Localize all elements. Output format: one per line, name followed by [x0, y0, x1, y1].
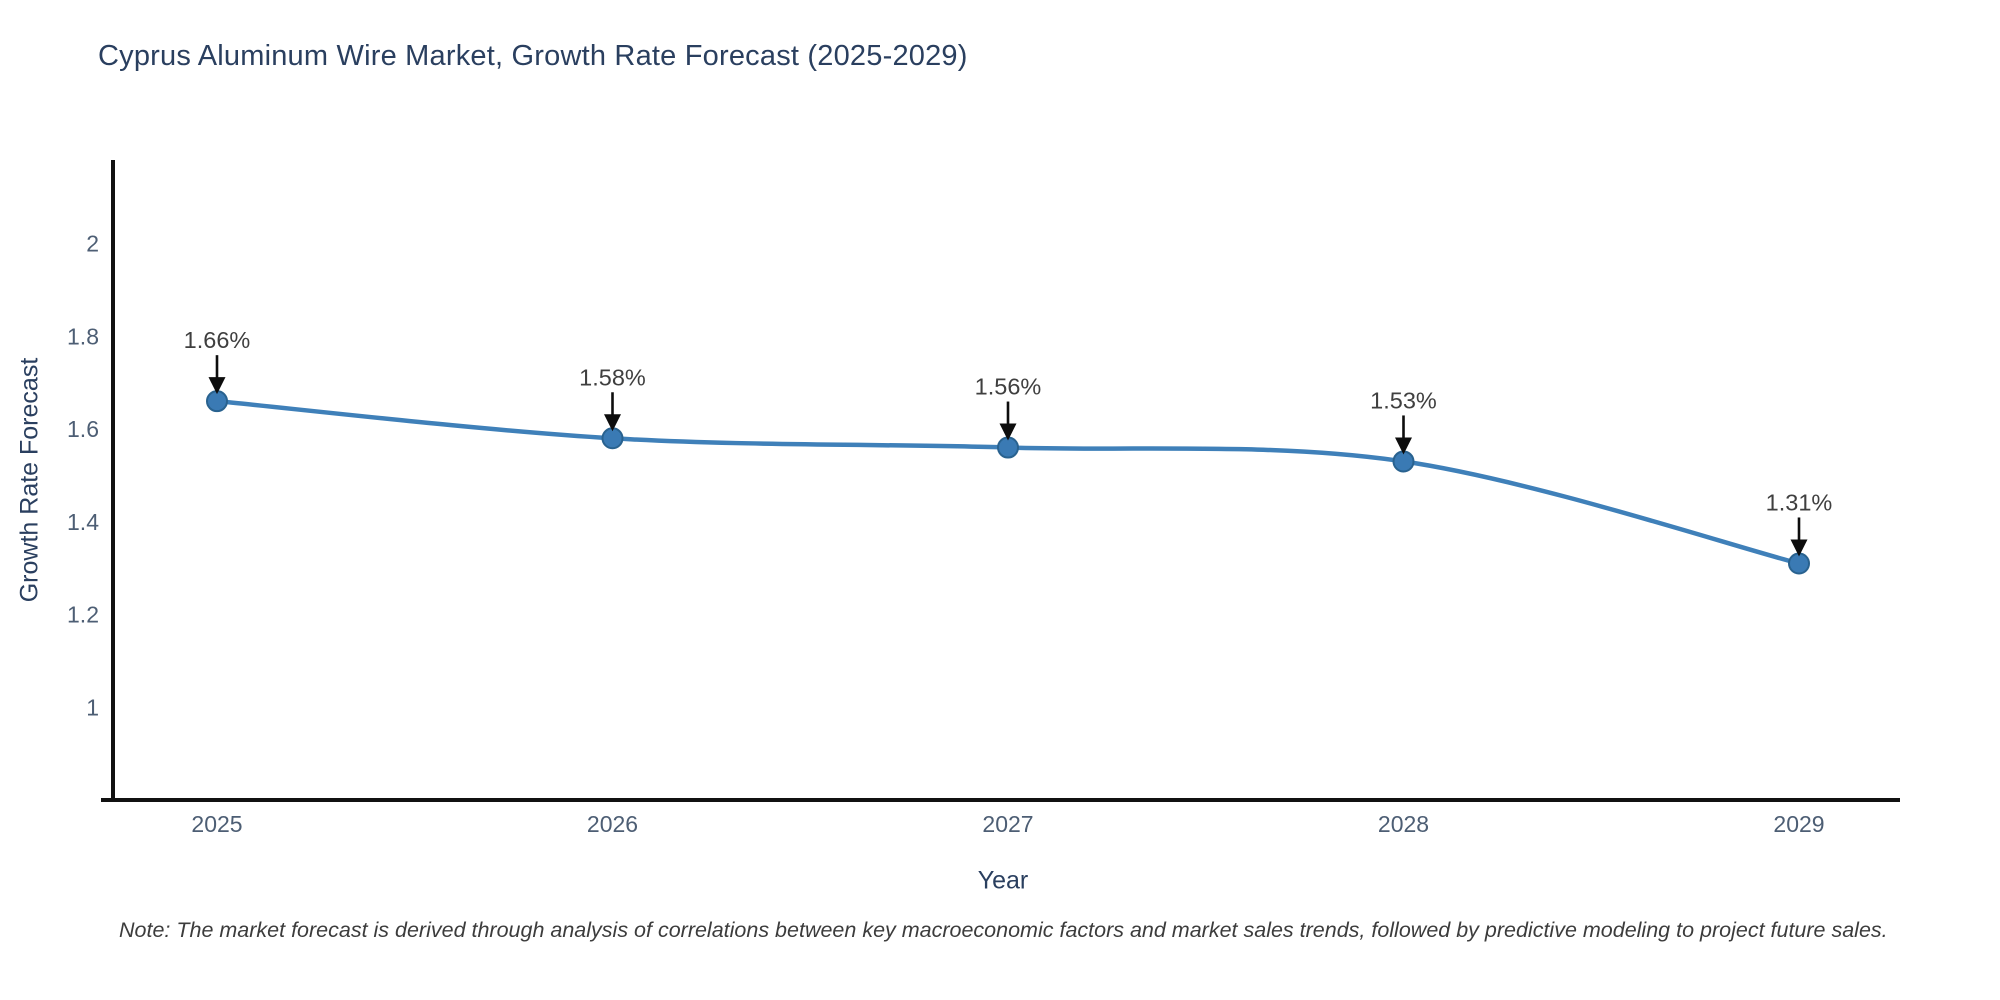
y-tick-label: 2 — [86, 231, 99, 257]
annotation-arrowhead — [1395, 437, 1412, 455]
y-tick-label: 1.8 — [67, 323, 99, 349]
annotation-arrowhead — [999, 423, 1017, 441]
chart-title: Cyprus Aluminum Wire Market, Growth Rate… — [98, 40, 968, 72]
data-point-label: 1.56% — [975, 374, 1042, 400]
x-tick-label: 2029 — [1773, 811, 1824, 837]
y-tick-label: 1.4 — [67, 509, 99, 535]
y-tick-label: 1.2 — [67, 602, 99, 628]
footnote: Note: The market forecast is derived thr… — [119, 918, 1888, 942]
x-axis-title: Year — [977, 866, 1029, 895]
data-point-label: 1.53% — [1370, 387, 1437, 413]
x-tick-label: 2025 — [191, 811, 242, 837]
x-tick-label: 2027 — [982, 811, 1033, 837]
y-tick-label: 1 — [86, 694, 99, 720]
annotation-arrowhead — [1790, 539, 1808, 557]
x-tick-label: 2028 — [1378, 811, 1429, 837]
x-tick-label: 2026 — [587, 811, 638, 837]
data-point-label: 1.58% — [579, 364, 646, 390]
annotation-arrowhead — [208, 377, 226, 395]
data-point-label: 1.66% — [184, 327, 251, 353]
annotation-arrowhead — [604, 414, 621, 432]
data-point-label: 1.31% — [1766, 490, 1833, 516]
y-tick-label: 1.6 — [67, 416, 99, 442]
